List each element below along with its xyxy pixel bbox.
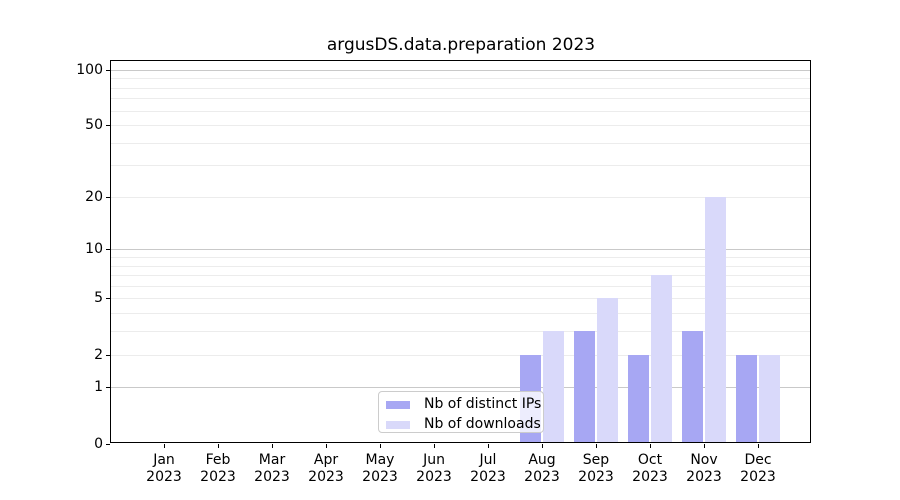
gridline-minor [111, 125, 811, 127]
gridline-major [111, 387, 811, 389]
y-tick-mark [106, 387, 110, 389]
x-tick-mark [704, 444, 705, 448]
x-tick-mark [434, 444, 435, 448]
x-tick-label: Dec 2023 [740, 452, 776, 485]
y-tick-label: 5 [94, 290, 103, 307]
legend-label-distinct-ips: Nb of distinct IPs [424, 396, 542, 412]
y-tick-mark [106, 196, 110, 198]
bar-nb-of-downloads-aug [542, 331, 565, 444]
x-tick-mark [758, 444, 759, 448]
bar-nb-of-distinct-ips-oct [627, 354, 650, 444]
x-tick-label: Aug 2023 [524, 452, 560, 485]
gridline-minor [111, 298, 811, 300]
x-tick-label: May 2023 [362, 452, 398, 485]
x-tick-label: Apr 2023 [308, 452, 344, 485]
gridline-minor [111, 165, 811, 167]
gridline-minor [111, 142, 811, 144]
gridline-minor [111, 313, 811, 315]
gridline-minor [111, 285, 811, 287]
x-tick-label: Jan 2023 [146, 452, 182, 485]
y-tick-mark [106, 443, 110, 445]
legend-label-downloads: Nb of downloads [424, 416, 541, 432]
legend: Nb of distinct IPs Nb of downloads [378, 391, 544, 433]
x-tick-label: Feb 2023 [200, 452, 236, 485]
bar-nb-of-distinct-ips-dec [735, 354, 758, 444]
gridline-minor [111, 265, 811, 267]
gridline-minor [111, 257, 811, 258]
x-tick-label: Nov 2023 [686, 452, 722, 485]
legend-entry-downloads: Nb of downloads [379, 415, 543, 435]
y-tick-mark [106, 354, 110, 356]
gridline-minor [111, 110, 811, 112]
x-tick-label: Oct 2023 [632, 452, 668, 485]
x-tick-label: Jul 2023 [470, 452, 506, 485]
x-tick-mark [218, 444, 219, 448]
x-tick-label: Sep 2023 [578, 452, 614, 485]
y-tick-label: 0 [94, 435, 103, 452]
x-tick-mark [164, 444, 165, 448]
gridline-minor [111, 354, 811, 356]
gridline-major [111, 249, 811, 251]
bar-nb-of-downloads-sep [596, 298, 619, 444]
y-tick-label: 10 [85, 241, 103, 258]
gridline-minor [111, 275, 811, 277]
x-tick-mark [380, 444, 381, 448]
y-tick-label: 2 [94, 346, 103, 363]
y-tick-label: 1 [94, 379, 103, 396]
bar-nb-of-downloads-oct [650, 275, 673, 444]
y-tick-mark [106, 69, 110, 71]
chart-title: argusDS.data.preparation 2023 [326, 35, 596, 55]
x-tick-mark [272, 444, 273, 448]
bar-nb-of-distinct-ips-sep [573, 331, 596, 444]
x-tick-mark [488, 444, 489, 448]
gridline-minor [111, 78, 811, 80]
bar-nb-of-downloads-nov [704, 196, 727, 444]
gridline-minor [111, 331, 811, 333]
y-tick-mark [106, 298, 110, 300]
x-tick-mark [650, 444, 651, 448]
gridline-minor [111, 98, 811, 100]
y-tick-label: 100 [76, 61, 103, 78]
x-tick-mark [326, 444, 327, 448]
gridline-minor [111, 87, 811, 89]
x-tick-mark [596, 444, 597, 448]
y-tick-label: 20 [85, 188, 103, 205]
y-tick-mark [106, 249, 110, 251]
y-tick-label: 50 [85, 117, 103, 134]
x-tick-label: Mar 2023 [254, 452, 290, 485]
bar-nb-of-distinct-ips-nov [681, 331, 704, 444]
bar-nb-of-downloads-dec [758, 354, 781, 444]
x-tick-mark [542, 444, 543, 448]
gridline-major [111, 69, 811, 71]
legend-swatch-distinct-ips [386, 401, 410, 409]
legend-swatch-downloads [386, 421, 410, 429]
y-tick-mark [106, 125, 110, 127]
x-tick-label: Jun 2023 [416, 452, 452, 485]
legend-entry-distinct-ips: Nb of distinct IPs [379, 395, 543, 415]
gridline-minor [111, 196, 811, 198]
